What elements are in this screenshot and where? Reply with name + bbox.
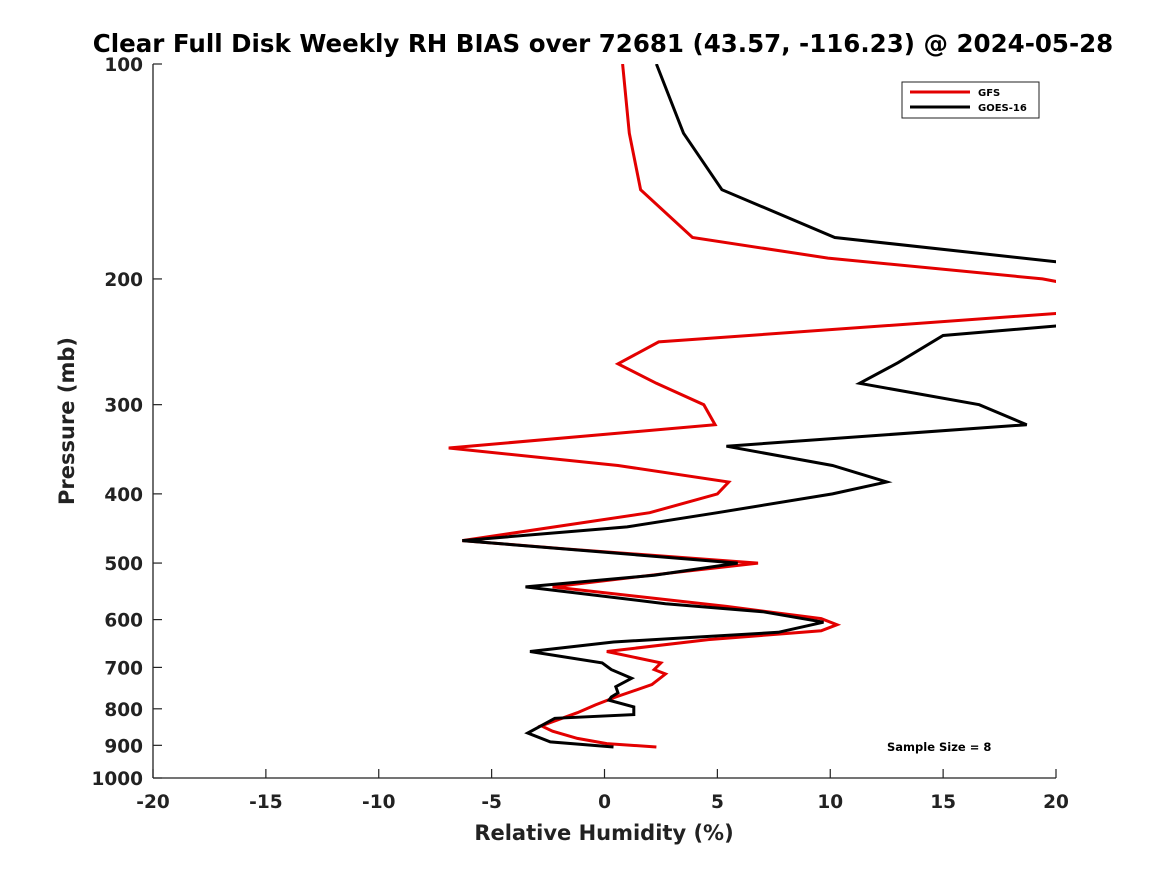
x-tick-label: 15 xyxy=(930,792,956,813)
x-tick-label: -5 xyxy=(481,792,502,813)
plot-area xyxy=(153,64,1056,778)
y-tick-label: 200 xyxy=(104,270,143,291)
x-tick-label: -10 xyxy=(362,792,395,813)
chart-title: Clear Full Disk Weekly RH BIAS over 7268… xyxy=(93,29,1113,58)
y-axis-label: Pressure (mb) xyxy=(55,337,79,505)
y-tick-label: 600 xyxy=(104,611,143,632)
y-tick-label: 900 xyxy=(104,736,143,757)
x-tick-label: 20 xyxy=(1043,792,1069,813)
y-tick-label: 300 xyxy=(104,396,143,417)
x-tick-label: 5 xyxy=(711,792,724,813)
series-group xyxy=(448,64,1056,749)
legend: GFS GOES-16 xyxy=(901,81,1040,119)
x-axis-label: Relative Humidity (%) xyxy=(474,821,733,845)
x-tick-label: -20 xyxy=(136,792,169,813)
series-line-gfs xyxy=(448,64,1056,749)
legend-label-goes16: GOES-16 xyxy=(978,103,1027,114)
y-tick-label: 500 xyxy=(104,554,143,575)
y-tick-label: 400 xyxy=(104,485,143,506)
legend-box xyxy=(901,81,1040,119)
series-line-goes16 xyxy=(462,64,1056,749)
x-tick-label: 10 xyxy=(817,792,843,813)
y-axis-ticks: 100 200 300 400 500 600 700 800 900 1000 xyxy=(92,55,162,790)
y-tick-label: 800 xyxy=(104,700,143,721)
y-tick-label: 100 xyxy=(104,55,143,76)
sample-size-annotation: Sample Size = 8 xyxy=(887,740,991,754)
x-axis-ticks: -20 -15 -10 -5 0 5 10 15 20 xyxy=(136,769,1069,813)
x-tick-label: 0 xyxy=(598,792,611,813)
legend-label-gfs: GFS xyxy=(978,88,1000,99)
y-tick-label: 700 xyxy=(104,658,143,679)
y-tick-label: 1000 xyxy=(92,769,144,790)
x-tick-label: -15 xyxy=(249,792,282,813)
